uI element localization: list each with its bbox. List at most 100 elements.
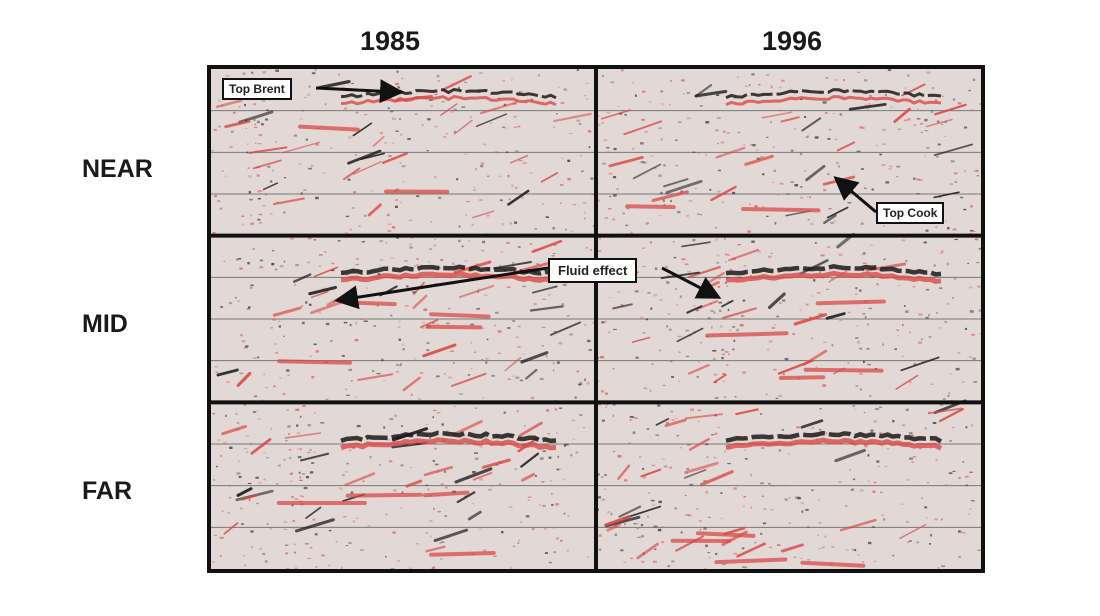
seismic-speckle [861,253,866,256]
seismic-speckle [257,418,261,420]
seismic-speckle [330,147,333,149]
seismic-speckle [426,349,430,352]
seismic-speckle [726,285,729,287]
seismic-speckle [640,161,645,164]
seismic-event [686,305,703,314]
seismic-speckle [717,285,721,288]
seismic-speckle [417,398,422,401]
seismic-speckle [961,531,963,534]
seismic-speckle [875,408,880,411]
seismic-speckle [866,108,870,111]
seismic-speckle [815,366,818,369]
seismic-speckle [416,195,420,198]
seismic-speckle [517,325,521,328]
seismic-speckle [722,372,726,375]
seismic-speckle [250,530,254,533]
seismic-speckle [314,566,318,568]
seismic-event [800,419,824,429]
seismic-speckle [474,351,477,353]
seismic-speckle [778,449,782,452]
seismic-speckle [248,498,251,502]
seismic-speckle [225,74,230,77]
seismic-speckle [972,78,976,81]
seismic-speckle [322,172,326,174]
seismic-speckle [667,565,671,568]
seismic-speckle [716,254,720,257]
seismic-speckle [838,253,843,257]
seismic-speckle [396,560,400,562]
seismic-event [352,122,373,137]
seismic-sections [211,69,981,569]
seismic-speckle [873,481,877,484]
seismic-speckle [264,194,268,196]
seismic-speckle [774,323,777,326]
seismic-speckle [620,549,624,552]
seismic-speckle [480,162,485,165]
seismic-speckle [862,262,867,265]
seismic-speckle [604,488,607,490]
seismic-event [694,89,728,98]
seismic-speckle [790,149,794,152]
seismic-speckle [678,351,681,353]
seismic-speckle [852,405,856,407]
seismic-speckle [392,531,396,534]
seismic-speckle [742,371,746,374]
seismic-speckle [751,73,755,76]
seismic-speckle [605,146,610,149]
seismic-speckle [604,217,609,219]
seismic-speckle [443,135,447,138]
seismic-speckle [551,254,555,257]
seismic-speckle [390,568,395,569]
seismic-speckle [389,95,392,97]
seismic-speckle [305,138,309,141]
seismic-speckle [241,215,245,218]
seismic-speckle [556,432,559,434]
seismic-speckle [229,302,233,305]
seismic-speckle [293,543,297,545]
seismic-speckle [703,567,707,569]
seismic-speckle [831,278,834,280]
seismic-speckle [838,481,842,483]
seismic-speckle [905,521,910,523]
seismic-speckle [601,476,604,478]
seismic-speckle [402,181,405,183]
seismic-speckle [232,111,236,114]
seismic-speckle [337,240,341,242]
seismic-speckle [745,85,748,87]
reflector-red-secondary [298,124,360,132]
seismic-speckle [559,184,564,186]
seismic-speckle [559,202,562,205]
seismic-speckle [883,518,886,521]
seismic-speckle [353,191,356,194]
seismic-speckle [952,427,955,429]
seismic-speckle [212,232,216,234]
seismic-speckle [605,392,608,395]
seismic-speckle [259,266,264,269]
seismic-speckle [939,403,944,406]
seismic-speckle [307,423,312,427]
seismic-speckle [652,560,657,563]
seismic-speckle [507,174,510,178]
seismic-event [640,468,662,478]
seismic-speckle [355,111,359,114]
seismic-speckle [303,189,307,192]
seismic-speckle [554,408,557,411]
seismic-speckle [397,86,401,89]
seismic-speckle [665,265,668,268]
reflector-black [340,430,557,444]
seismic-speckle [800,501,804,505]
seismic-speckle [765,215,769,217]
seismic-event [825,312,846,320]
seismic-speckle [749,203,751,205]
seismic-event [687,265,721,279]
seismic-speckle [790,438,793,440]
seismic-speckle [215,371,219,374]
row-label-mid: MID [82,310,128,338]
seismic-speckle [737,276,742,278]
seismic-speckle [259,547,263,551]
seismic-event [402,376,421,392]
seismic-speckle [844,505,848,507]
seismic-speckle [953,172,958,175]
seismic-speckle [399,133,403,136]
seismic-speckle [916,541,920,544]
